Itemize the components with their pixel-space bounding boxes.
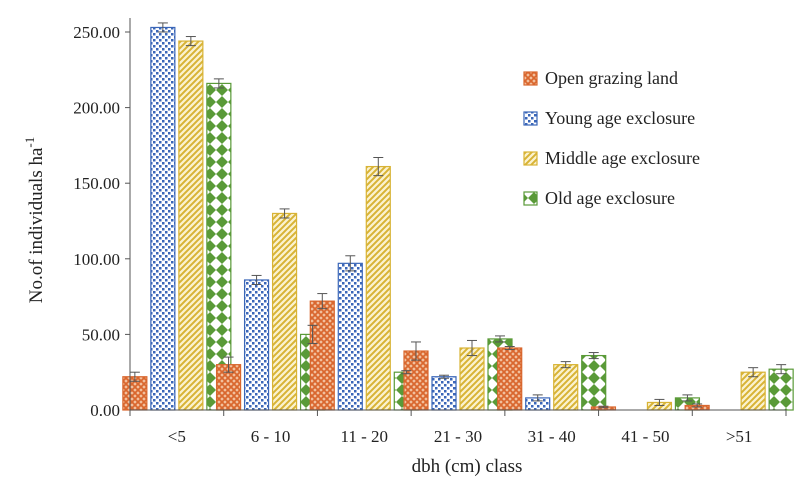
x-tick-label: <5 — [168, 427, 186, 446]
legend-label: Young age exclosure — [545, 108, 695, 128]
y-tick-label: 50.00 — [82, 325, 120, 344]
legend-label: Middle age exclosure — [545, 148, 700, 168]
x-tick-label: 41 - 50 — [621, 427, 669, 446]
bar — [740, 371, 766, 411]
bar — [403, 350, 429, 411]
legend-label: Open grazing land — [545, 68, 678, 88]
bar — [459, 347, 485, 411]
error-bars — [129, 22, 787, 409]
bar — [768, 368, 794, 411]
legend-swatch — [523, 111, 538, 126]
y-tick-label: 200.00 — [73, 99, 120, 118]
y-tick-label: 0.00 — [90, 401, 120, 420]
x-axis: <5 6 - 10 11 - 20 21 - 30 31 - 40 41 - 50 >51 — [129, 410, 787, 446]
x-tick-label: >51 — [726, 427, 753, 446]
bar — [178, 40, 204, 411]
x-tick-label: 21 - 30 — [434, 427, 482, 446]
bar — [497, 347, 523, 411]
bar — [309, 300, 335, 411]
legend-swatch — [523, 151, 538, 166]
y-axis: 0.00 50.00 100.00 150.00 200.00 250.00 — [73, 23, 130, 420]
legend-swatch — [523, 71, 538, 86]
bar — [206, 82, 232, 411]
x-tick-label: 31 - 40 — [528, 427, 576, 446]
legend: Open grazing land Young age exclosure Midd… — [523, 68, 700, 208]
x-tick-label: 11 - 20 — [341, 427, 389, 446]
legend-label: Old age exclosure — [545, 188, 675, 208]
y-tick-label: 250.00 — [73, 23, 120, 42]
bar — [365, 165, 391, 411]
y-axis-title: No.of individuals ha-1 — [22, 137, 47, 304]
bar — [581, 354, 607, 411]
y-axis-title-sup: -1 — [22, 137, 37, 148]
y-axis-title-main: No.of individuals ha — [26, 147, 47, 303]
bar — [553, 364, 579, 411]
bar — [337, 262, 363, 411]
bar — [271, 212, 298, 411]
bar — [431, 376, 457, 411]
y-tick-label: 150.00 — [73, 174, 120, 193]
x-axis-title: dbh (cm) class — [412, 456, 523, 477]
bar — [243, 279, 270, 411]
bar — [150, 26, 176, 411]
bars — [122, 26, 794, 411]
x-tick-label: 6 - 10 — [251, 427, 291, 446]
y-tick-label: 100.00 — [73, 250, 120, 269]
legend-swatch — [523, 191, 538, 206]
